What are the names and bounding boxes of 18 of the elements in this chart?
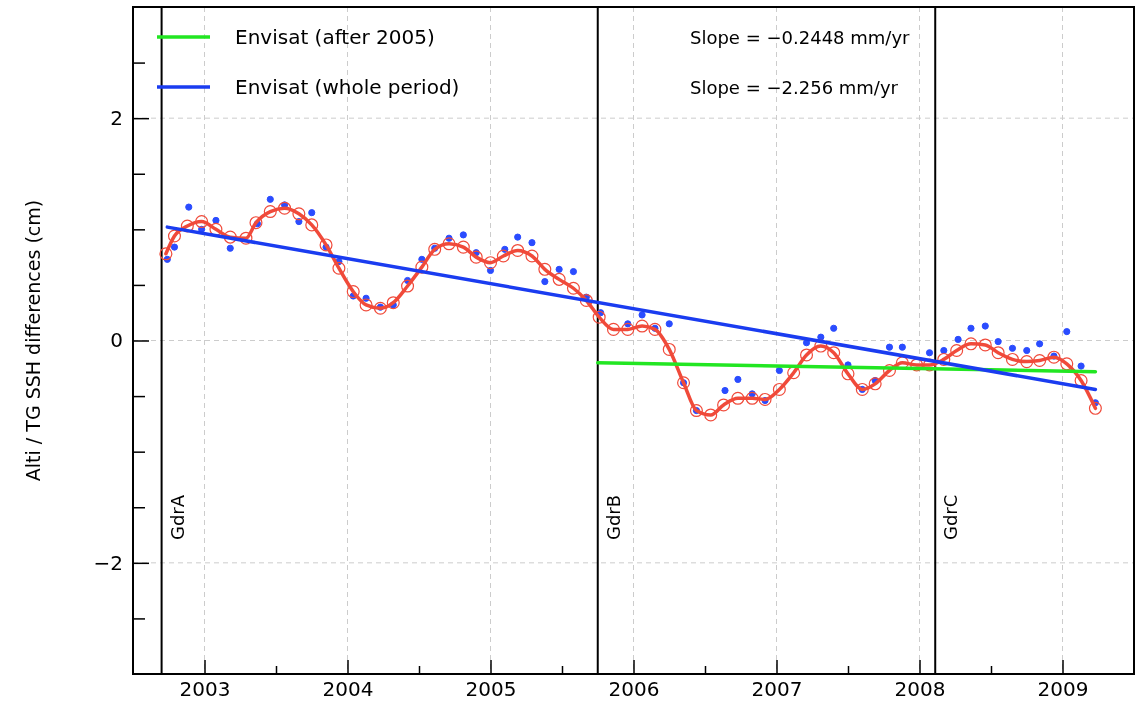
x-tick-label: 2007 [751, 677, 803, 702]
legend-label: Envisat (whole period) [235, 75, 460, 99]
x-tick-label: 2005 [465, 677, 517, 702]
y-tick-label: 0 [110, 328, 123, 353]
ref-line-label: GdrB [602, 494, 624, 540]
annotation: Slope = −2.256 mm/yr [690, 77, 899, 98]
x-tick-label: 2009 [1037, 677, 1089, 702]
ref-line-label: GdrA [166, 494, 188, 540]
ref-line-label: GdrC [940, 494, 962, 540]
y-tick-label: 2 [110, 106, 123, 131]
x-tick-label: 2008 [894, 677, 946, 702]
legend-label: Envisat (after 2005) [235, 25, 435, 49]
y-axis-title: Alti / TG SSH differences (cm) [22, 199, 44, 482]
y-tick-label: −2 [93, 550, 123, 575]
x-tick-label: 2004 [322, 677, 374, 702]
annotation: Slope = −0.2448 mm/yr [690, 27, 911, 48]
x-tick-label: 2003 [179, 677, 231, 702]
x-tick-label: 2006 [608, 677, 660, 702]
